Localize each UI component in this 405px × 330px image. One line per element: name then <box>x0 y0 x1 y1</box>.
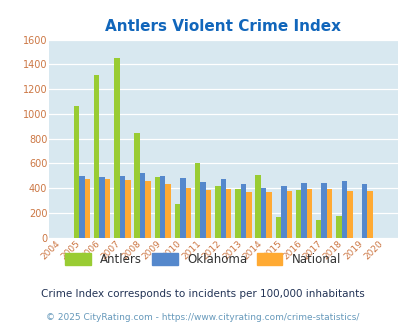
Bar <box>280 186 286 238</box>
Bar <box>205 190 211 238</box>
Bar <box>245 192 251 238</box>
Bar <box>226 189 231 238</box>
Bar <box>321 182 326 238</box>
Text: © 2025 CityRating.com - https://www.cityrating.com/crime-statistics/: © 2025 CityRating.com - https://www.city… <box>46 313 359 322</box>
Bar <box>341 181 346 238</box>
Bar <box>174 204 180 238</box>
Bar <box>180 178 185 238</box>
Bar <box>154 177 160 238</box>
Bar <box>134 133 139 238</box>
Bar <box>165 184 171 238</box>
Bar <box>185 188 191 238</box>
Bar <box>99 177 104 238</box>
Bar <box>260 188 266 238</box>
Bar <box>266 192 271 238</box>
Bar <box>119 176 125 238</box>
Bar <box>306 189 311 238</box>
Bar <box>235 189 240 238</box>
Bar <box>335 216 341 238</box>
Bar <box>326 189 332 238</box>
Bar <box>74 106 79 238</box>
Bar <box>215 186 220 238</box>
Bar <box>125 180 130 238</box>
Bar <box>160 176 165 238</box>
Bar <box>361 184 367 238</box>
Bar <box>194 163 200 238</box>
Bar <box>200 182 205 238</box>
Bar <box>79 176 85 238</box>
Text: Crime Index corresponds to incidents per 100,000 inhabitants: Crime Index corresponds to incidents per… <box>41 289 364 299</box>
Bar <box>315 220 321 238</box>
Bar <box>114 58 119 238</box>
Bar <box>139 173 145 238</box>
Bar <box>286 191 291 238</box>
Bar <box>240 184 245 238</box>
Bar <box>301 182 306 238</box>
Bar <box>367 190 372 238</box>
Bar <box>85 180 90 238</box>
Legend: Antlers, Oklahoma, National: Antlers, Oklahoma, National <box>60 248 345 271</box>
Title: Antlers Violent Crime Index: Antlers Violent Crime Index <box>105 19 341 34</box>
Bar <box>275 216 280 238</box>
Bar <box>94 76 99 238</box>
Bar <box>255 175 260 238</box>
Bar <box>104 180 110 238</box>
Bar <box>346 191 352 238</box>
Bar <box>145 181 150 238</box>
Bar <box>295 190 301 238</box>
Bar <box>220 180 226 238</box>
